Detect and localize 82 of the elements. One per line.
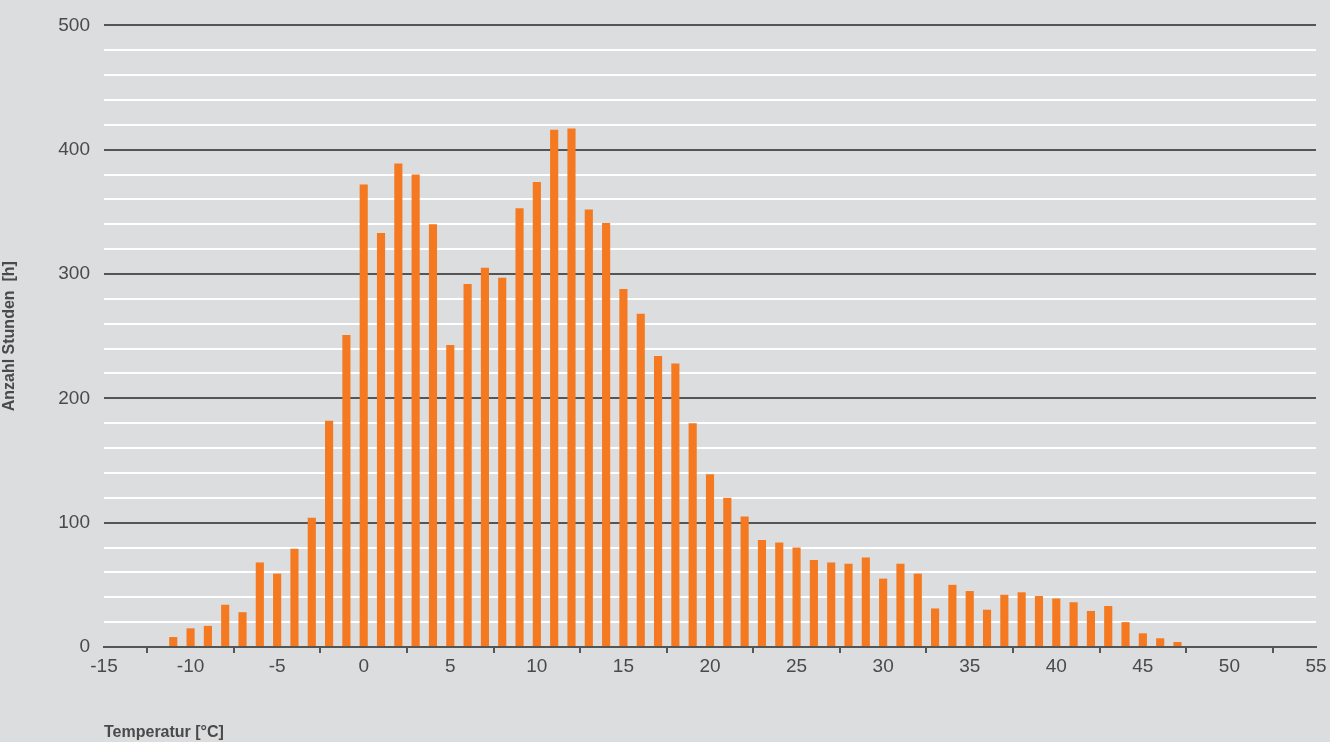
bar [515,208,524,646]
bar [982,609,992,646]
bar [1086,610,1095,646]
bar [463,283,472,646]
bar [1173,642,1182,646]
x-tick-label: 55 [1305,654,1327,676]
bar [913,573,922,646]
bar [896,563,905,646]
bar [740,516,749,646]
bar [255,562,264,646]
x-axis-title: Temperatur [°C] [104,722,224,740]
bar [827,562,836,646]
x-tick-label: 0 [358,654,369,676]
bar [879,578,888,646]
x-tick-label: -15 [90,654,118,676]
bar [221,604,230,646]
x-tick-label: 35 [959,654,981,676]
x-tick-label: 50 [1218,654,1240,676]
x-tick-label: 40 [1045,654,1067,676]
bar [844,563,853,646]
x-tick-label: 25 [786,654,808,676]
bar [325,420,334,646]
bar [948,584,957,646]
bar [671,363,680,646]
bar [1069,602,1078,646]
bar [809,559,818,646]
x-tick-label: 20 [699,654,721,676]
bar [394,163,403,646]
y-tick-label: 0 [79,635,90,657]
bar [411,174,420,646]
bar [550,129,559,646]
bar [792,547,801,646]
bar [428,224,438,646]
y-tick-label: 500 [58,13,90,35]
bar [446,344,455,646]
bar [653,356,663,646]
bar [342,334,351,646]
bar [186,628,195,646]
y-tick-label: 100 [58,510,90,532]
y-axis-title: Anzahl Stunden [h] [0,261,18,412]
bar [757,540,767,646]
bar [1121,622,1130,646]
bar [532,182,541,646]
bar [498,277,507,646]
bar [273,573,282,646]
y-tick-label: 200 [58,386,90,408]
bar [1104,605,1113,646]
bar [619,288,628,646]
bar [723,497,732,646]
bar [705,474,715,646]
bar [480,267,489,646]
bar [238,612,247,646]
bar [584,209,593,646]
bar [861,557,870,646]
bar [1034,596,1044,646]
x-tick-label: -5 [268,654,286,676]
bar [965,591,974,646]
x-tick-label: 10 [526,654,548,676]
bar [775,542,784,646]
bar [688,423,697,646]
y-tick-label: 400 [58,137,90,159]
bar [359,184,368,646]
x-tick-label: 15 [612,654,634,676]
bar [169,637,178,646]
bar [290,548,299,646]
x-tick-label: 30 [872,654,894,676]
bar [203,625,212,646]
bar [1052,598,1061,646]
bar [931,608,940,646]
bar [636,313,645,646]
bar [1017,592,1026,646]
x-tick-label: -10 [176,654,205,676]
bar [602,223,611,646]
bar [1138,633,1147,646]
bar [1156,638,1165,646]
x-tick-label: 45 [1132,654,1154,676]
bar [307,517,316,646]
x-tick-label: 5 [445,654,456,676]
bar [376,233,386,646]
y-tick-label: 300 [58,262,90,284]
bar [1000,594,1009,646]
bar [567,128,576,646]
